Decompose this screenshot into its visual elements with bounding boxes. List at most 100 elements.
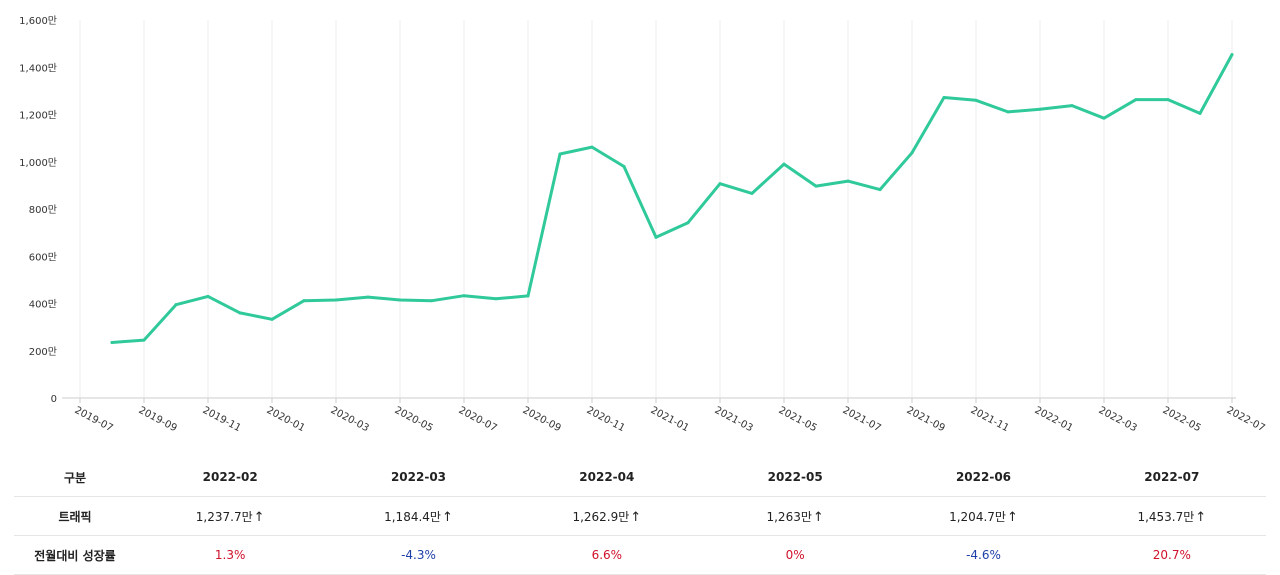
traffic-value: 1,262.9만 xyxy=(572,509,630,524)
x-tick-label: 2021-11 xyxy=(969,405,1011,434)
summary-table: 구분 2022-02 2022-03 2022-04 2022-05 2022-… xyxy=(14,458,1266,575)
x-tick-label: 2022-05 xyxy=(1161,405,1203,434)
traffic-value: 1,263만 xyxy=(766,509,812,524)
x-tick-label: 2019-11 xyxy=(201,405,243,434)
header-month: 2022-03 xyxy=(324,458,513,497)
x-tick-label: 2021-03 xyxy=(713,405,755,434)
x-tick-label: 2021-09 xyxy=(905,405,947,434)
x-tick-label: 2019-07 xyxy=(73,405,115,434)
header-month: 2022-05 xyxy=(700,458,890,497)
header-month: 2022-06 xyxy=(889,458,1078,497)
traffic-series-line xyxy=(110,53,1234,344)
data-point xyxy=(878,188,882,192)
data-point xyxy=(654,235,658,239)
header-month: 2022-04 xyxy=(512,458,701,497)
traffic-value: 1,237.7만 xyxy=(195,509,253,524)
y-tick-label: 200만 xyxy=(29,346,57,358)
traffic-cell: 1,263만↑ xyxy=(700,496,890,536)
up-arrow-icon: ↑ xyxy=(812,509,824,525)
up-arrow-icon: ↑ xyxy=(1006,509,1018,525)
data-point xyxy=(558,152,562,156)
growth-value: 1.3% xyxy=(136,535,325,575)
data-point xyxy=(846,179,850,183)
up-arrow-icon: ↑ xyxy=(253,509,265,525)
y-tick-label: 1,000만 xyxy=(19,157,57,169)
x-tick-label: 2020-11 xyxy=(585,405,627,434)
y-tick-label: 400만 xyxy=(29,299,57,311)
up-arrow-icon: ↑ xyxy=(1195,509,1207,525)
header-month: 2022-02 xyxy=(136,458,325,497)
x-tick-label: 2021-05 xyxy=(777,405,819,434)
header-month: 2022-07 xyxy=(1077,458,1266,497)
data-point xyxy=(590,145,594,149)
data-point xyxy=(366,295,370,299)
data-point xyxy=(1038,107,1042,111)
data-point xyxy=(1102,116,1106,120)
data-point xyxy=(462,294,466,298)
data-point xyxy=(750,191,754,195)
data-point xyxy=(206,294,210,298)
traffic-cell: 1,184.4만↑ xyxy=(324,496,513,536)
data-point xyxy=(942,95,946,99)
data-point xyxy=(494,297,498,301)
traffic-cell: 1,453.7만↑ xyxy=(1077,496,1266,536)
y-tick-label: 600만 xyxy=(29,251,57,263)
table-header-row: 구분 2022-02 2022-03 2022-04 2022-05 2022-… xyxy=(14,458,1266,497)
data-point xyxy=(398,298,402,302)
y-tick-label: 1,400만 xyxy=(19,62,57,74)
x-tick-label: 2022-07 xyxy=(1225,405,1267,434)
x-tick-label: 2020-01 xyxy=(265,405,307,434)
up-arrow-icon: ↑ xyxy=(630,509,642,525)
traffic-line-chart: 2019-07 2019-09 2019-11 2020-01 2020-03 2020-… xyxy=(19,15,1267,434)
y-tick-label: 1,600만 xyxy=(19,15,57,27)
data-point xyxy=(174,303,178,307)
growth-value: 0% xyxy=(700,535,890,575)
traffic-row: 트래픽 1,237.7만↑ 1,184.4만↑ 1,262.9만↑ 1,263만… xyxy=(14,496,1266,536)
growth-value: 20.7% xyxy=(1077,535,1266,575)
data-point xyxy=(1230,53,1234,57)
growth-row: 전월대비 성장률 1.3% -4.3% 6.6% 0% -4.6% 20.7% xyxy=(14,535,1266,575)
traffic-cell: 1,204.7만↑ xyxy=(889,496,1078,536)
x-tick-label: 2020-07 xyxy=(457,405,499,434)
data-point xyxy=(110,340,114,344)
data-point xyxy=(1198,111,1202,115)
up-arrow-icon: ↑ xyxy=(441,509,453,525)
data-point xyxy=(142,338,146,342)
data-point xyxy=(1070,104,1074,108)
y-tick-label: 1,200만 xyxy=(19,110,57,122)
traffic-cell: 1,237.7만↑ xyxy=(136,496,325,536)
summary-table-container: 구분 2022-02 2022-03 2022-04 2022-05 2022-… xyxy=(14,458,1266,575)
data-point xyxy=(430,299,434,303)
traffic-value: 1,204.7만 xyxy=(949,509,1006,524)
x-tick-label: 2020-03 xyxy=(329,405,371,434)
data-point xyxy=(270,317,274,321)
growth-row-label: 전월대비 성장률 xyxy=(14,535,136,575)
data-point xyxy=(526,294,530,298)
header-label: 구분 xyxy=(14,458,136,497)
x-tick-label: 2020-09 xyxy=(521,405,563,434)
x-tick-label: 2019-09 xyxy=(137,405,179,434)
traffic-cell: 1,262.9만↑ xyxy=(512,496,701,536)
data-point xyxy=(686,221,690,225)
traffic-value: 1,184.4만 xyxy=(384,509,441,524)
growth-value: -4.6% xyxy=(889,535,1078,575)
x-tick-label: 2021-07 xyxy=(841,405,883,434)
traffic-value: 1,453.7만 xyxy=(1137,509,1195,524)
data-point xyxy=(302,299,306,303)
data-point xyxy=(622,164,626,168)
data-point xyxy=(974,98,978,102)
growth-value: 6.6% xyxy=(512,535,701,575)
traffic-row-label: 트래픽 xyxy=(14,496,136,536)
x-tick-label: 2021-01 xyxy=(649,405,691,434)
chart-svg: 2019-07 2019-09 2019-11 2020-01 2020-03 2020-… xyxy=(19,15,1267,434)
x-tick-label: 2020-05 xyxy=(393,405,435,434)
data-point xyxy=(1166,98,1170,102)
x-tick-label: 2022-01 xyxy=(1033,405,1075,434)
data-point xyxy=(814,184,818,188)
data-point xyxy=(782,162,786,166)
data-point xyxy=(238,311,242,315)
y-tick-label: 800만 xyxy=(29,204,57,216)
data-point xyxy=(334,298,338,302)
data-point xyxy=(1006,110,1010,114)
y-tick-label: 0 xyxy=(51,394,57,405)
